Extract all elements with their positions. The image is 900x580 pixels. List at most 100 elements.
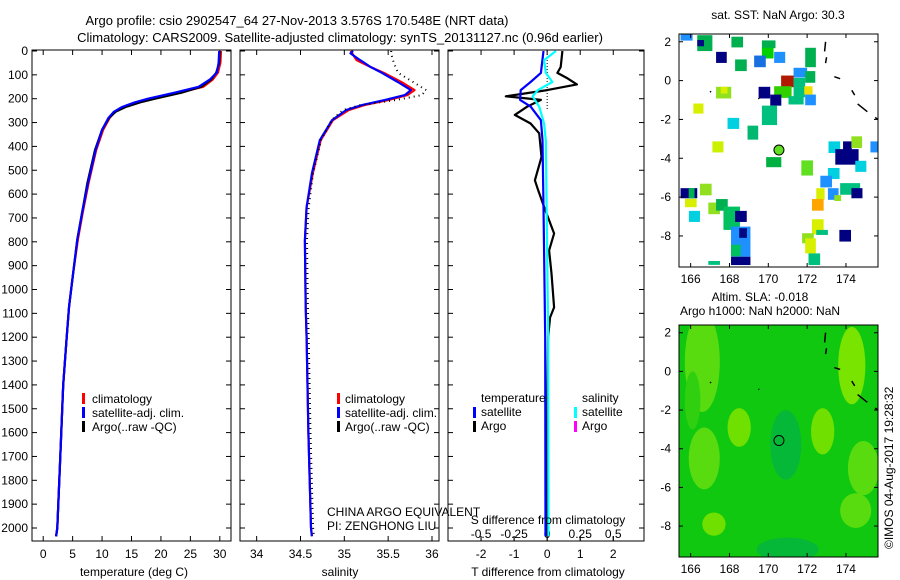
- sst-cell: [770, 94, 782, 106]
- x-tick-label: 1: [577, 547, 584, 561]
- sst-cell: [805, 71, 816, 83]
- y-tick-label: 1800: [1, 473, 28, 487]
- legend-label: Argo: [481, 419, 507, 433]
- lat-tick-label: -4: [660, 151, 671, 165]
- legend-swatch-t-satellite: [473, 407, 476, 418]
- temperature-xlabel: temperature (deg C): [80, 565, 188, 579]
- s-x-tick-label: -0.25: [500, 527, 528, 541]
- sla-patch: [840, 493, 872, 528]
- sst-cell: [805, 47, 816, 68]
- figure-title-line2: Climatology: CARS2009. Satellite-adjuste…: [77, 30, 603, 45]
- sst-cell: [801, 160, 813, 176]
- sst-cell: [840, 183, 861, 195]
- lon-tick-label: 166: [681, 272, 701, 286]
- legend-swatch-climatology: [337, 393, 340, 404]
- y-tick-label: 1600: [1, 426, 28, 440]
- island-coastline: [709, 381, 712, 384]
- sst-cell: [805, 94, 816, 106]
- sst-cell: [828, 141, 841, 154]
- y-tick-label: 1500: [1, 402, 28, 416]
- sla-patch: [688, 427, 720, 490]
- legend-label: Argo: [582, 419, 608, 433]
- x-tick-label: 25: [184, 547, 198, 561]
- x-tick-label: 34: [250, 547, 264, 561]
- sst-cell: [843, 141, 852, 151]
- island-coastline: [823, 332, 827, 343]
- sst-cell: [811, 219, 824, 235]
- lon-tick-label: 166: [681, 562, 701, 576]
- legend-label: satellite-adj. clim.: [92, 406, 184, 420]
- sst-cell: [735, 59, 747, 72]
- sst-cell: [808, 253, 821, 266]
- sst-cell: [735, 210, 747, 222]
- sst-cell: [835, 149, 859, 165]
- argo-position-marker: [773, 435, 785, 447]
- lat-tick-label: -6: [660, 480, 671, 494]
- salinity-panel: 34 34.5 35 35.5 36: [239, 49, 440, 561]
- sst-cell: [731, 36, 744, 48]
- legend-swatch-satellite: [337, 407, 340, 418]
- legend-swatch-argo: [337, 421, 340, 432]
- island-coastline: [851, 380, 856, 387]
- legend-group-title-temperature: temperature: [481, 391, 546, 405]
- sst-cell: [747, 125, 759, 140]
- legend-label: Argo(..raw -QC): [345, 420, 430, 434]
- x-tick-label: 35: [338, 547, 352, 561]
- sst-cell: [805, 238, 816, 254]
- temperature-legend: climatology satellite-adj. clim. Argo(..…: [82, 392, 184, 434]
- y-tick-label: 1400: [1, 378, 28, 392]
- lat-tick-label: 0: [664, 74, 671, 88]
- sst-cell: [727, 117, 740, 129]
- legend-swatch-s-argo: [574, 421, 577, 432]
- x-tick-label: 35.5: [376, 547, 400, 561]
- y-tick-label: 600: [8, 187, 28, 201]
- sst-cell: [720, 86, 728, 94]
- difference-legend: temperature satellite Argo salinity sate…: [473, 391, 623, 433]
- y-tick-label: 1900: [1, 497, 28, 511]
- map-field: [679, 325, 878, 557]
- sst-map: 166 168 170 172 174 2 0 -2 -4 -6 -8: [660, 33, 879, 286]
- island-coastline: [824, 57, 828, 64]
- sla-patch: [838, 326, 866, 405]
- y-tick-label: 800: [8, 235, 28, 249]
- legend-swatch-satellite: [82, 407, 85, 418]
- x-tick-label: -1: [509, 547, 520, 561]
- difference-xlabel-top: S difference from climatology: [471, 513, 626, 527]
- lat-tick-label: -8: [660, 519, 671, 533]
- figure-title-line1: Argo profile: csio 2902547_64 27-Nov-201…: [85, 13, 508, 28]
- sst-cell: [793, 67, 808, 78]
- difference-xlabel: T difference from climatology: [471, 565, 625, 579]
- sst-cell: [699, 183, 712, 196]
- legend-swatch-argo: [82, 421, 85, 432]
- s-x-tick-label: 0.25: [569, 527, 593, 541]
- lon-tick-label: 168: [719, 272, 739, 286]
- sla-map-title-line1: Altim. SLA: -0.018: [712, 290, 809, 304]
- island-coastline: [834, 76, 841, 80]
- series-line-argo-raw-qc-: [306, 51, 428, 537]
- series-line-argo-raw-qc-: [55, 50, 221, 537]
- sst-cell: [827, 188, 839, 200]
- series-line-climatology: [303, 50, 416, 537]
- y-tick-label: 1300: [1, 354, 28, 368]
- legend-swatch-t-argo: [473, 421, 476, 432]
- x-tick-label: 2: [610, 547, 617, 561]
- map-frame: [678, 324, 879, 558]
- sla-patch: [702, 512, 726, 536]
- y-tick-label: 2000: [1, 521, 28, 535]
- x-tick-label: 36: [425, 547, 439, 561]
- x-tick-label: 0: [544, 547, 551, 561]
- y-tick-label: 100: [8, 68, 28, 82]
- x-tick-label: 20: [154, 547, 168, 561]
- y-tick-label: 0: [21, 44, 28, 58]
- series-line-t-satellite: [518, 50, 547, 537]
- y-tick-label: 900: [8, 259, 28, 273]
- island-coastline: [823, 41, 827, 52]
- legend-group-title-salinity: salinity: [582, 391, 619, 405]
- sst-cell: [708, 260, 720, 265]
- sst-cell: [820, 175, 832, 188]
- island-coastline: [857, 394, 868, 403]
- sst-cell: [811, 199, 824, 211]
- series-line-satellite-adj-clim-: [55, 50, 221, 537]
- x-tick-label: -2: [476, 547, 487, 561]
- sst-cell: [731, 244, 741, 257]
